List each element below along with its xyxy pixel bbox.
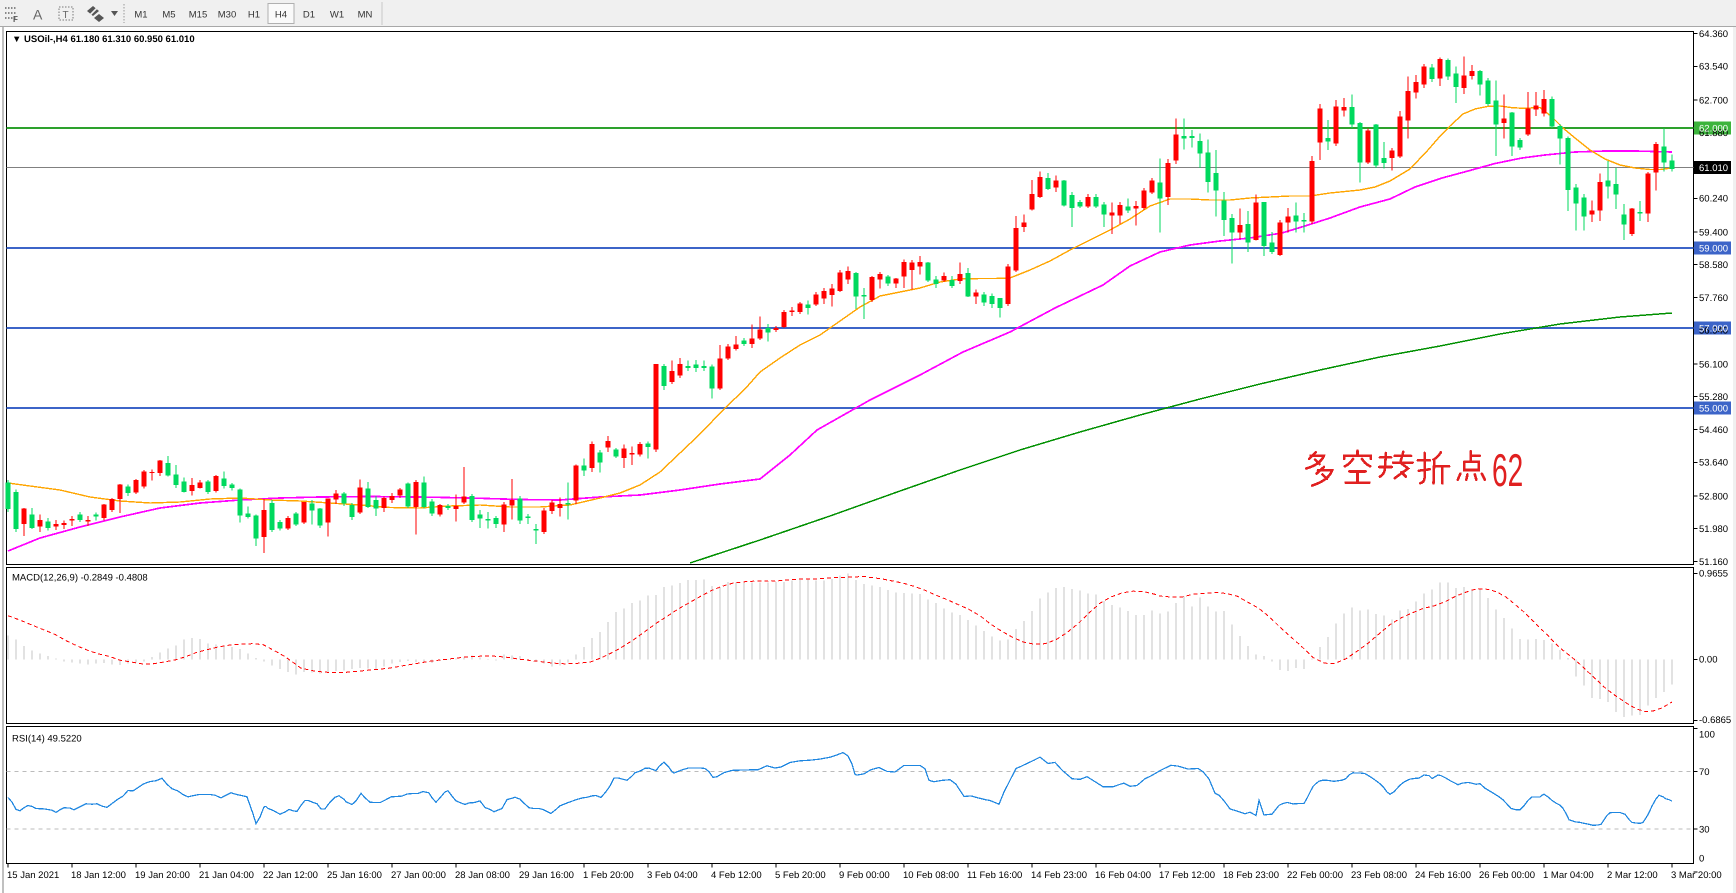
svg-text:19 Jan 20:00: 19 Jan 20:00 — [135, 870, 190, 881]
svg-text:0.9655: 0.9655 — [1699, 569, 1728, 580]
svg-text:▼: ▼ — [12, 34, 21, 45]
svg-text:24 Feb 16:00: 24 Feb 16:00 — [1415, 870, 1471, 881]
svg-text:62.700: 62.700 — [1699, 95, 1728, 106]
svg-text:22 Feb 00:00: 22 Feb 00:00 — [1287, 870, 1343, 881]
svg-text:D1: D1 — [303, 10, 315, 21]
svg-text:18 Feb 23:00: 18 Feb 23:00 — [1223, 870, 1279, 881]
svg-text:M5: M5 — [162, 10, 175, 21]
svg-text:30: 30 — [1699, 824, 1710, 835]
svg-text:5 Feb 20:00: 5 Feb 20:00 — [775, 870, 826, 881]
svg-text:56.940: 56.940 — [1699, 326, 1728, 337]
svg-text:0.00: 0.00 — [1699, 655, 1718, 666]
svg-text:23 Feb 08:00: 23 Feb 08:00 — [1351, 870, 1407, 881]
svg-text:17 Feb 12:00: 17 Feb 12:00 — [1159, 870, 1215, 881]
svg-text:T: T — [63, 10, 69, 21]
svg-text:59.400: 59.400 — [1699, 227, 1728, 238]
svg-text:57.000: 57.000 — [1699, 323, 1728, 334]
svg-text:3 Feb 04:00: 3 Feb 04:00 — [647, 870, 698, 881]
svg-text:57.760: 57.760 — [1699, 293, 1728, 304]
svg-text:64.360: 64.360 — [1699, 29, 1728, 40]
svg-text:63.540: 63.540 — [1699, 62, 1728, 73]
svg-text:1 Mar 04:00: 1 Mar 04:00 — [1543, 870, 1594, 881]
svg-text:USOil-,H4 61.180 61.310 60.95: USOil-,H4 61.180 61.310 60.950 61.010 — [24, 34, 195, 45]
svg-text:27 Jan 00:00: 27 Jan 00:00 — [391, 870, 446, 881]
svg-text:3 Mar 20:00: 3 Mar 20:00 — [1671, 870, 1722, 881]
svg-text:55.000: 55.000 — [1699, 403, 1728, 414]
svg-text:52.800: 52.800 — [1699, 491, 1728, 502]
svg-text:61.010: 61.010 — [1699, 163, 1728, 174]
svg-text:51.160: 51.160 — [1699, 557, 1728, 568]
svg-text:25 Jan 16:00: 25 Jan 16:00 — [327, 870, 382, 881]
svg-text:-0.6865: -0.6865 — [1699, 715, 1731, 726]
svg-text:16 Feb 04:00: 16 Feb 04:00 — [1095, 870, 1151, 881]
svg-text:61.060: 61.060 — [1699, 161, 1728, 172]
svg-text:56.100: 56.100 — [1699, 359, 1728, 370]
svg-text:14 Feb 23:00: 14 Feb 23:00 — [1031, 870, 1087, 881]
svg-text:55.280: 55.280 — [1699, 392, 1728, 403]
svg-text:10 Feb 08:00: 10 Feb 08:00 — [903, 870, 959, 881]
svg-text:11 Feb 16:00: 11 Feb 16:00 — [967, 870, 1022, 881]
svg-text:53.640: 53.640 — [1699, 458, 1728, 469]
svg-text:9 Feb 00:00: 9 Feb 00:00 — [839, 870, 890, 881]
svg-text:MN: MN — [358, 10, 373, 21]
svg-text:51.980: 51.980 — [1699, 524, 1728, 535]
svg-text:54.460: 54.460 — [1699, 425, 1728, 436]
svg-text:1 Feb 20:00: 1 Feb 20:00 — [583, 870, 634, 881]
svg-text:58.580: 58.580 — [1699, 260, 1728, 271]
svg-text:0: 0 — [1699, 853, 1704, 864]
svg-text:62: 62 — [1492, 444, 1523, 496]
svg-text:W1: W1 — [330, 10, 344, 21]
svg-text:62.000: 62.000 — [1699, 123, 1728, 134]
svg-text:H1: H1 — [248, 10, 260, 21]
svg-text:22 Jan 12:00: 22 Jan 12:00 — [263, 870, 318, 881]
svg-text:M15: M15 — [189, 10, 207, 21]
svg-text:M30: M30 — [218, 10, 236, 21]
svg-text:MACD(12,26,9) -0.2849 -0.4808: MACD(12,26,9) -0.2849 -0.4808 — [12, 573, 148, 584]
svg-text:15 Jan 2021: 15 Jan 2021 — [7, 870, 59, 881]
svg-text:M1: M1 — [134, 10, 147, 21]
svg-text:18 Jan 12:00: 18 Jan 12:00 — [71, 870, 126, 881]
svg-text:29 Jan 16:00: 29 Jan 16:00 — [519, 870, 574, 881]
svg-text:70: 70 — [1699, 767, 1710, 778]
svg-text:100: 100 — [1699, 729, 1715, 740]
svg-text:59.000: 59.000 — [1699, 243, 1728, 254]
svg-text:21 Jan 04:00: 21 Jan 04:00 — [199, 870, 254, 881]
svg-text:RSI(14) 49.5220: RSI(14) 49.5220 — [12, 734, 82, 745]
svg-text:4 Feb 12:00: 4 Feb 12:00 — [711, 870, 762, 881]
svg-text:H4: H4 — [275, 10, 287, 21]
svg-text:28 Jan 08:00: 28 Jan 08:00 — [455, 870, 510, 881]
svg-text:F: F — [13, 15, 18, 24]
svg-text:26 Feb 00:00: 26 Feb 00:00 — [1479, 870, 1535, 881]
svg-text:60.240: 60.240 — [1699, 194, 1728, 205]
svg-text:2 Mar 12:00: 2 Mar 12:00 — [1607, 870, 1658, 881]
svg-text:A: A — [33, 7, 43, 23]
svg-text:61.880: 61.880 — [1699, 128, 1728, 139]
